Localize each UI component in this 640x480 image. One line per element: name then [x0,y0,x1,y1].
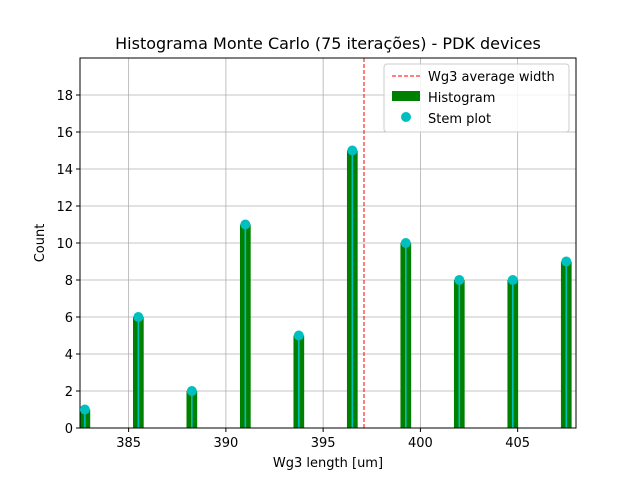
legend-histogram-label: Histogram [428,91,495,106]
legend: Wg3 average width Histogram Stem plot [383,63,570,133]
x-tick-label: 405 [505,436,530,451]
grid [80,58,576,429]
y-tick-label: 10 [56,237,73,252]
y-tick-label: 14 [56,163,73,178]
x-axis-label: Wg3 length [um] [273,456,383,471]
y-tick-label: 4 [65,348,73,363]
legend-box [383,63,570,133]
y-tick-label: 16 [56,126,73,141]
y-tick-label: 12 [56,200,73,215]
stem-marker [400,238,411,248]
x-tick-label: 400 [408,436,433,451]
stem-markers [79,145,572,415]
stem-marker [561,256,572,267]
y-axis-label: Count [33,224,48,263]
legend-stem-marker [401,112,411,122]
y-tick-label: 6 [65,311,73,326]
stem-marker [454,275,465,285]
stem-marker [133,312,144,322]
y-tick-label: 0 [65,422,73,437]
stem-marker [507,275,518,285]
stem-marker [240,219,251,230]
x-tick-label: 385 [116,436,141,451]
stem-marker [186,386,197,396]
axis-ticks: 385 390 395 400 405 0 2 4 6 8 10 12 14 16 18 [56,89,530,451]
stem-plot [84,150,568,428]
legend-average-label: Wg3 average width [428,70,555,85]
y-tick-label: 18 [56,89,73,104]
x-tick-label: 390 [213,436,238,451]
y-tick-label: 2 [65,385,73,400]
legend-histogram-swatch [392,91,420,101]
stem-marker [347,145,358,156]
stem-marker [293,330,304,341]
y-tick-label: 8 [65,274,73,289]
chart-title: Histograma Monte Carlo (75 iterações) - … [115,34,541,53]
x-tick-label: 395 [311,436,336,451]
stem-marker [79,404,90,415]
legend-stem-label: Stem plot [428,112,491,127]
